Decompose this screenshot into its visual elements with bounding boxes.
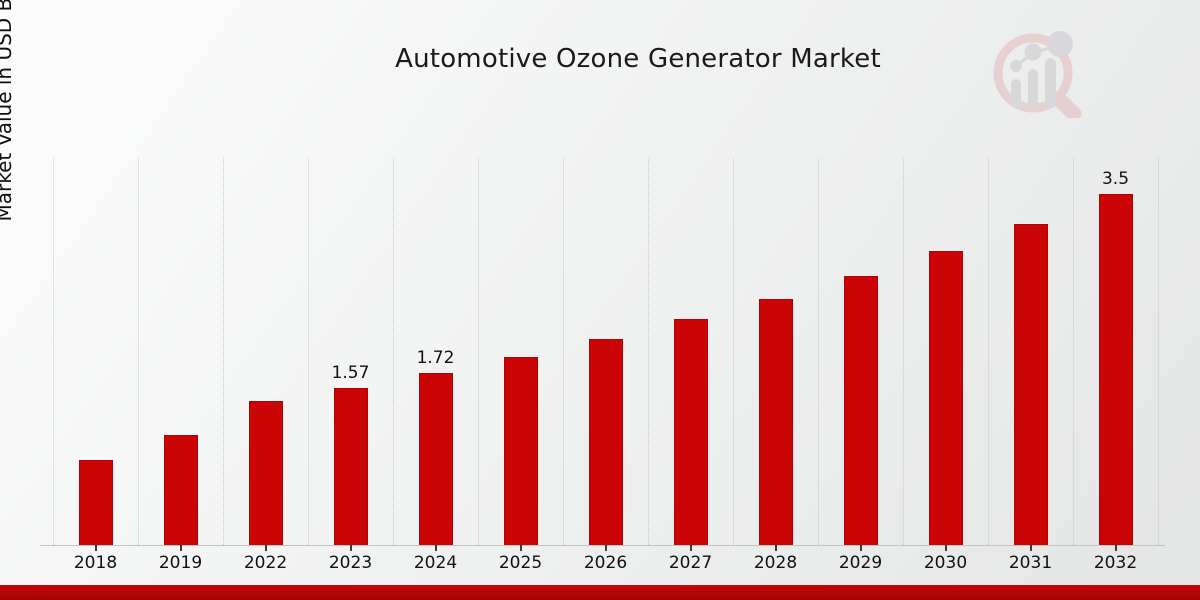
gridline [648,158,649,545]
bar-2025 [503,356,538,545]
bar-value-label-2024: 1.72 [416,347,455,368]
gridline [393,158,394,545]
bar-slot-2022 [223,158,308,545]
gridline [223,158,224,545]
xtick-mark [689,545,692,551]
bar-slot-2024: 1.72 [393,158,478,545]
xtick-mark [264,545,267,551]
xtick-label-2025: 2025 [498,553,543,573]
gridline [308,158,309,545]
bar-slot-2018 [53,158,138,545]
y-axis-label: Market Value in USD Billion [0,0,16,222]
xtick-slot-2027: 2027 [648,545,733,579]
xtick-slot-2019: 2019 [138,545,223,579]
xtick-slot-2024: 2024 [393,545,478,579]
bar-2031 [1013,224,1048,545]
bar-2027 [673,319,708,545]
xtick-label-2018: 2018 [73,553,118,573]
xtick-mark [604,545,607,551]
bar-slot-2028 [733,158,818,545]
bar-2023 [333,387,368,545]
bar-slot-2023: 1.57 [308,158,393,545]
xtick-mark [434,545,437,551]
bar-slot-2026 [563,158,648,545]
chart-title: Automotive Ozone Generator Market [395,44,881,74]
xtick-label-2022: 2022 [243,553,288,573]
xtick-mark [944,545,947,551]
xtick-slot-2018: 2018 [53,545,138,579]
xtick-label-2032: 2032 [1093,553,1138,573]
xtick-mark [859,545,862,551]
xtick-label-2023: 2023 [328,553,373,573]
bar-slot-2027 [648,158,733,545]
xtick-slot-2030: 2030 [903,545,988,579]
bar-2032 [1098,194,1133,545]
xtick-label-2030: 2030 [923,553,968,573]
xtick-mark [349,545,352,551]
gridline [478,158,479,545]
xtick-slot-2026: 2026 [563,545,648,579]
bar-value-label-2032: 3.5 [1101,169,1130,190]
bar-slot-2029 [818,158,903,545]
bar-2024 [418,372,453,545]
bar-2028 [758,299,793,545]
bar-value-label-2023: 1.57 [331,362,370,383]
bar-slot-2019 [138,158,223,545]
xtick-slot-2028: 2028 [733,545,818,579]
x-axis-line [40,545,1165,546]
xtick-mark [519,545,522,551]
xtick-slot-2023: 2023 [308,545,393,579]
xtick-label-2029: 2029 [838,553,883,573]
bar-2029 [843,276,878,545]
gridline [53,158,54,545]
gridline [903,158,904,545]
xtick-mark [1029,545,1032,551]
xtick-label-2019: 2019 [158,553,203,573]
bar-slot-2025 [478,158,563,545]
xtick-mark [94,545,97,551]
gridline [1073,158,1074,545]
xtick-label-2026: 2026 [583,553,628,573]
xtick-slot-2032: 2032 [1073,545,1158,579]
xtick-slot-2029: 2029 [818,545,903,579]
gridline [138,158,139,545]
xtick-slot-2031: 2031 [988,545,1073,579]
gridline [818,158,819,545]
xtick-label-2031: 2031 [1008,553,1053,573]
bar-2030 [928,251,963,545]
bar-2026 [588,339,623,545]
gridline [1158,158,1159,545]
bar-2018 [78,459,113,545]
brand-watermark-icon [993,31,1082,118]
xtick-mark [1114,545,1117,551]
gridline [733,158,734,545]
xtick-label-2028: 2028 [753,553,798,573]
plot-area: 1.57 1.72 3.5 [53,158,1159,545]
gridline [563,158,564,545]
bar-slot-2030 [903,158,988,545]
bar-slot-2032: 3.5 [1073,158,1158,545]
xtick-slot-2025: 2025 [478,545,563,579]
xtick-slot-2022: 2022 [223,545,308,579]
xtick-mark [179,545,182,551]
bar-2022 [248,400,283,545]
bottom-accent-band [0,585,1200,600]
bar-slot-2031 [988,158,1073,545]
bar-2019 [163,434,198,545]
xtick-label-2027: 2027 [668,553,713,573]
xtick-mark [774,545,777,551]
gridline [988,158,989,545]
xtick-label-2024: 2024 [413,553,458,573]
